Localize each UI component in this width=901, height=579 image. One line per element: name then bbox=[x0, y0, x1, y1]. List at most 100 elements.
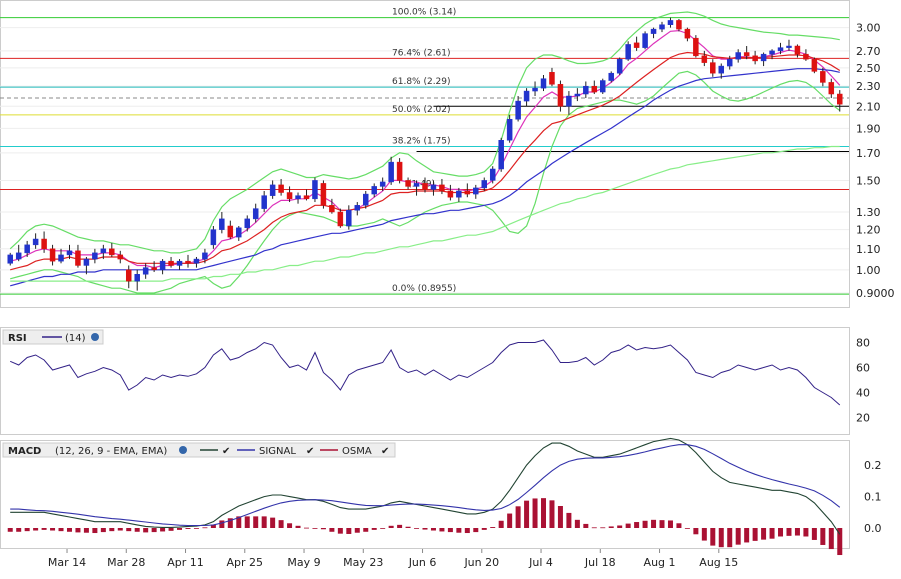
macd-legend-name: OSMA bbox=[342, 446, 372, 457]
candle-body bbox=[278, 184, 284, 193]
rsi-tick-label: 20 bbox=[856, 412, 870, 425]
osma-bar bbox=[778, 528, 784, 537]
osma-bar bbox=[244, 516, 250, 528]
candle-body bbox=[515, 100, 521, 120]
rsi-tick-label: 80 bbox=[856, 337, 870, 350]
price-panel-frame bbox=[0, 0, 850, 308]
osma-bar bbox=[591, 527, 597, 529]
fib-level-label: (1.49) bbox=[408, 179, 435, 189]
osma-bar bbox=[414, 528, 420, 529]
candle-body bbox=[396, 161, 403, 181]
candle-body bbox=[566, 95, 572, 107]
macd-panel-frame bbox=[0, 440, 850, 549]
osma-bar bbox=[202, 527, 208, 529]
candle-body bbox=[320, 183, 327, 206]
candle-body bbox=[481, 180, 488, 189]
osma-bar bbox=[524, 500, 530, 528]
date-label: May 23 bbox=[343, 556, 383, 569]
candle-body bbox=[456, 190, 462, 198]
osma-bar bbox=[405, 526, 411, 528]
osma-bar bbox=[33, 528, 39, 531]
candle-body bbox=[379, 181, 386, 187]
candle-body bbox=[726, 58, 733, 67]
candle-body bbox=[193, 258, 200, 264]
candle-body bbox=[159, 260, 166, 271]
osma-bar bbox=[752, 528, 758, 541]
candle-body bbox=[667, 20, 674, 25]
candle-body bbox=[236, 227, 242, 238]
candle-body bbox=[202, 252, 208, 260]
osma-bar bbox=[270, 517, 276, 528]
price-tick-label: 2.70 bbox=[856, 45, 881, 58]
osma-bar bbox=[50, 528, 56, 531]
osma-bar bbox=[329, 528, 335, 532]
osma-bar bbox=[617, 525, 623, 528]
price-tick-label: 1.00 bbox=[856, 264, 881, 277]
candle-body bbox=[413, 183, 420, 187]
price-tick-label: 3.00 bbox=[856, 22, 881, 35]
osma-bar bbox=[515, 506, 521, 528]
candle-body bbox=[100, 248, 107, 254]
osma-bar bbox=[287, 523, 293, 528]
macd-legend-name: SIGNAL bbox=[259, 446, 296, 457]
osma-bar bbox=[583, 523, 589, 528]
osma-bar bbox=[744, 528, 750, 543]
candle-body bbox=[837, 93, 843, 105]
candle-body bbox=[176, 260, 183, 266]
price-tick-label: 2.30 bbox=[856, 80, 881, 93]
osma-bar bbox=[473, 528, 479, 533]
macd-legend-check: ✔ bbox=[381, 446, 389, 457]
osma-bar bbox=[718, 528, 724, 548]
ema-long-line bbox=[10, 68, 840, 287]
candle-body bbox=[600, 80, 606, 93]
price-tick-label: 1.30 bbox=[856, 206, 881, 219]
candle-body bbox=[134, 274, 140, 282]
candle-body bbox=[269, 184, 276, 196]
candle-body bbox=[329, 205, 335, 213]
candle-body bbox=[684, 28, 691, 39]
osma-bar bbox=[24, 528, 30, 532]
date-label: Jun 20 bbox=[463, 556, 499, 569]
osma-bar bbox=[236, 516, 242, 528]
candle-body bbox=[362, 193, 369, 206]
price-tick-label: 1.20 bbox=[856, 224, 881, 237]
osma-bar bbox=[388, 525, 394, 528]
osma-bar bbox=[464, 528, 470, 534]
osma-bar bbox=[143, 528, 149, 533]
date-label: May 9 bbox=[287, 556, 320, 569]
rsi-settings-icon bbox=[91, 333, 99, 341]
candle-body bbox=[701, 55, 708, 63]
osma-bar bbox=[109, 528, 115, 532]
rsi-title: RSI bbox=[8, 333, 27, 344]
date-label: Jun 6 bbox=[408, 556, 437, 569]
osma-bar bbox=[651, 519, 657, 528]
osma-bar bbox=[811, 528, 817, 540]
osma-bar bbox=[75, 528, 81, 533]
candle-body bbox=[489, 168, 496, 181]
date-label: Jul 4 bbox=[528, 556, 553, 569]
rsi-legend-text: (14) bbox=[65, 333, 86, 344]
candle-body bbox=[532, 87, 538, 92]
rsi-panel-frame bbox=[0, 327, 850, 435]
price-tick-label: 1.10 bbox=[856, 243, 881, 256]
fib-level-label: 61.8% (2.29) bbox=[392, 77, 451, 87]
candle-body bbox=[117, 254, 124, 260]
candle-body bbox=[151, 267, 157, 271]
osma-bar bbox=[507, 513, 513, 528]
osma-bar bbox=[261, 516, 267, 528]
osma-bar bbox=[456, 528, 462, 533]
candle-body bbox=[676, 20, 682, 30]
candle-body bbox=[540, 78, 547, 89]
osma-bar bbox=[83, 528, 89, 533]
rsi-line bbox=[10, 339, 841, 406]
candle-body bbox=[337, 211, 344, 227]
date-label: Jul 18 bbox=[584, 556, 616, 569]
osma-bar bbox=[346, 528, 352, 534]
candle-body bbox=[777, 47, 784, 52]
osma-bar bbox=[380, 528, 386, 529]
candle-body bbox=[185, 260, 191, 264]
candle-body bbox=[464, 190, 471, 195]
candle-body bbox=[109, 248, 115, 256]
osma-bar bbox=[430, 528, 436, 531]
price-tick-label: 2.10 bbox=[856, 100, 881, 113]
